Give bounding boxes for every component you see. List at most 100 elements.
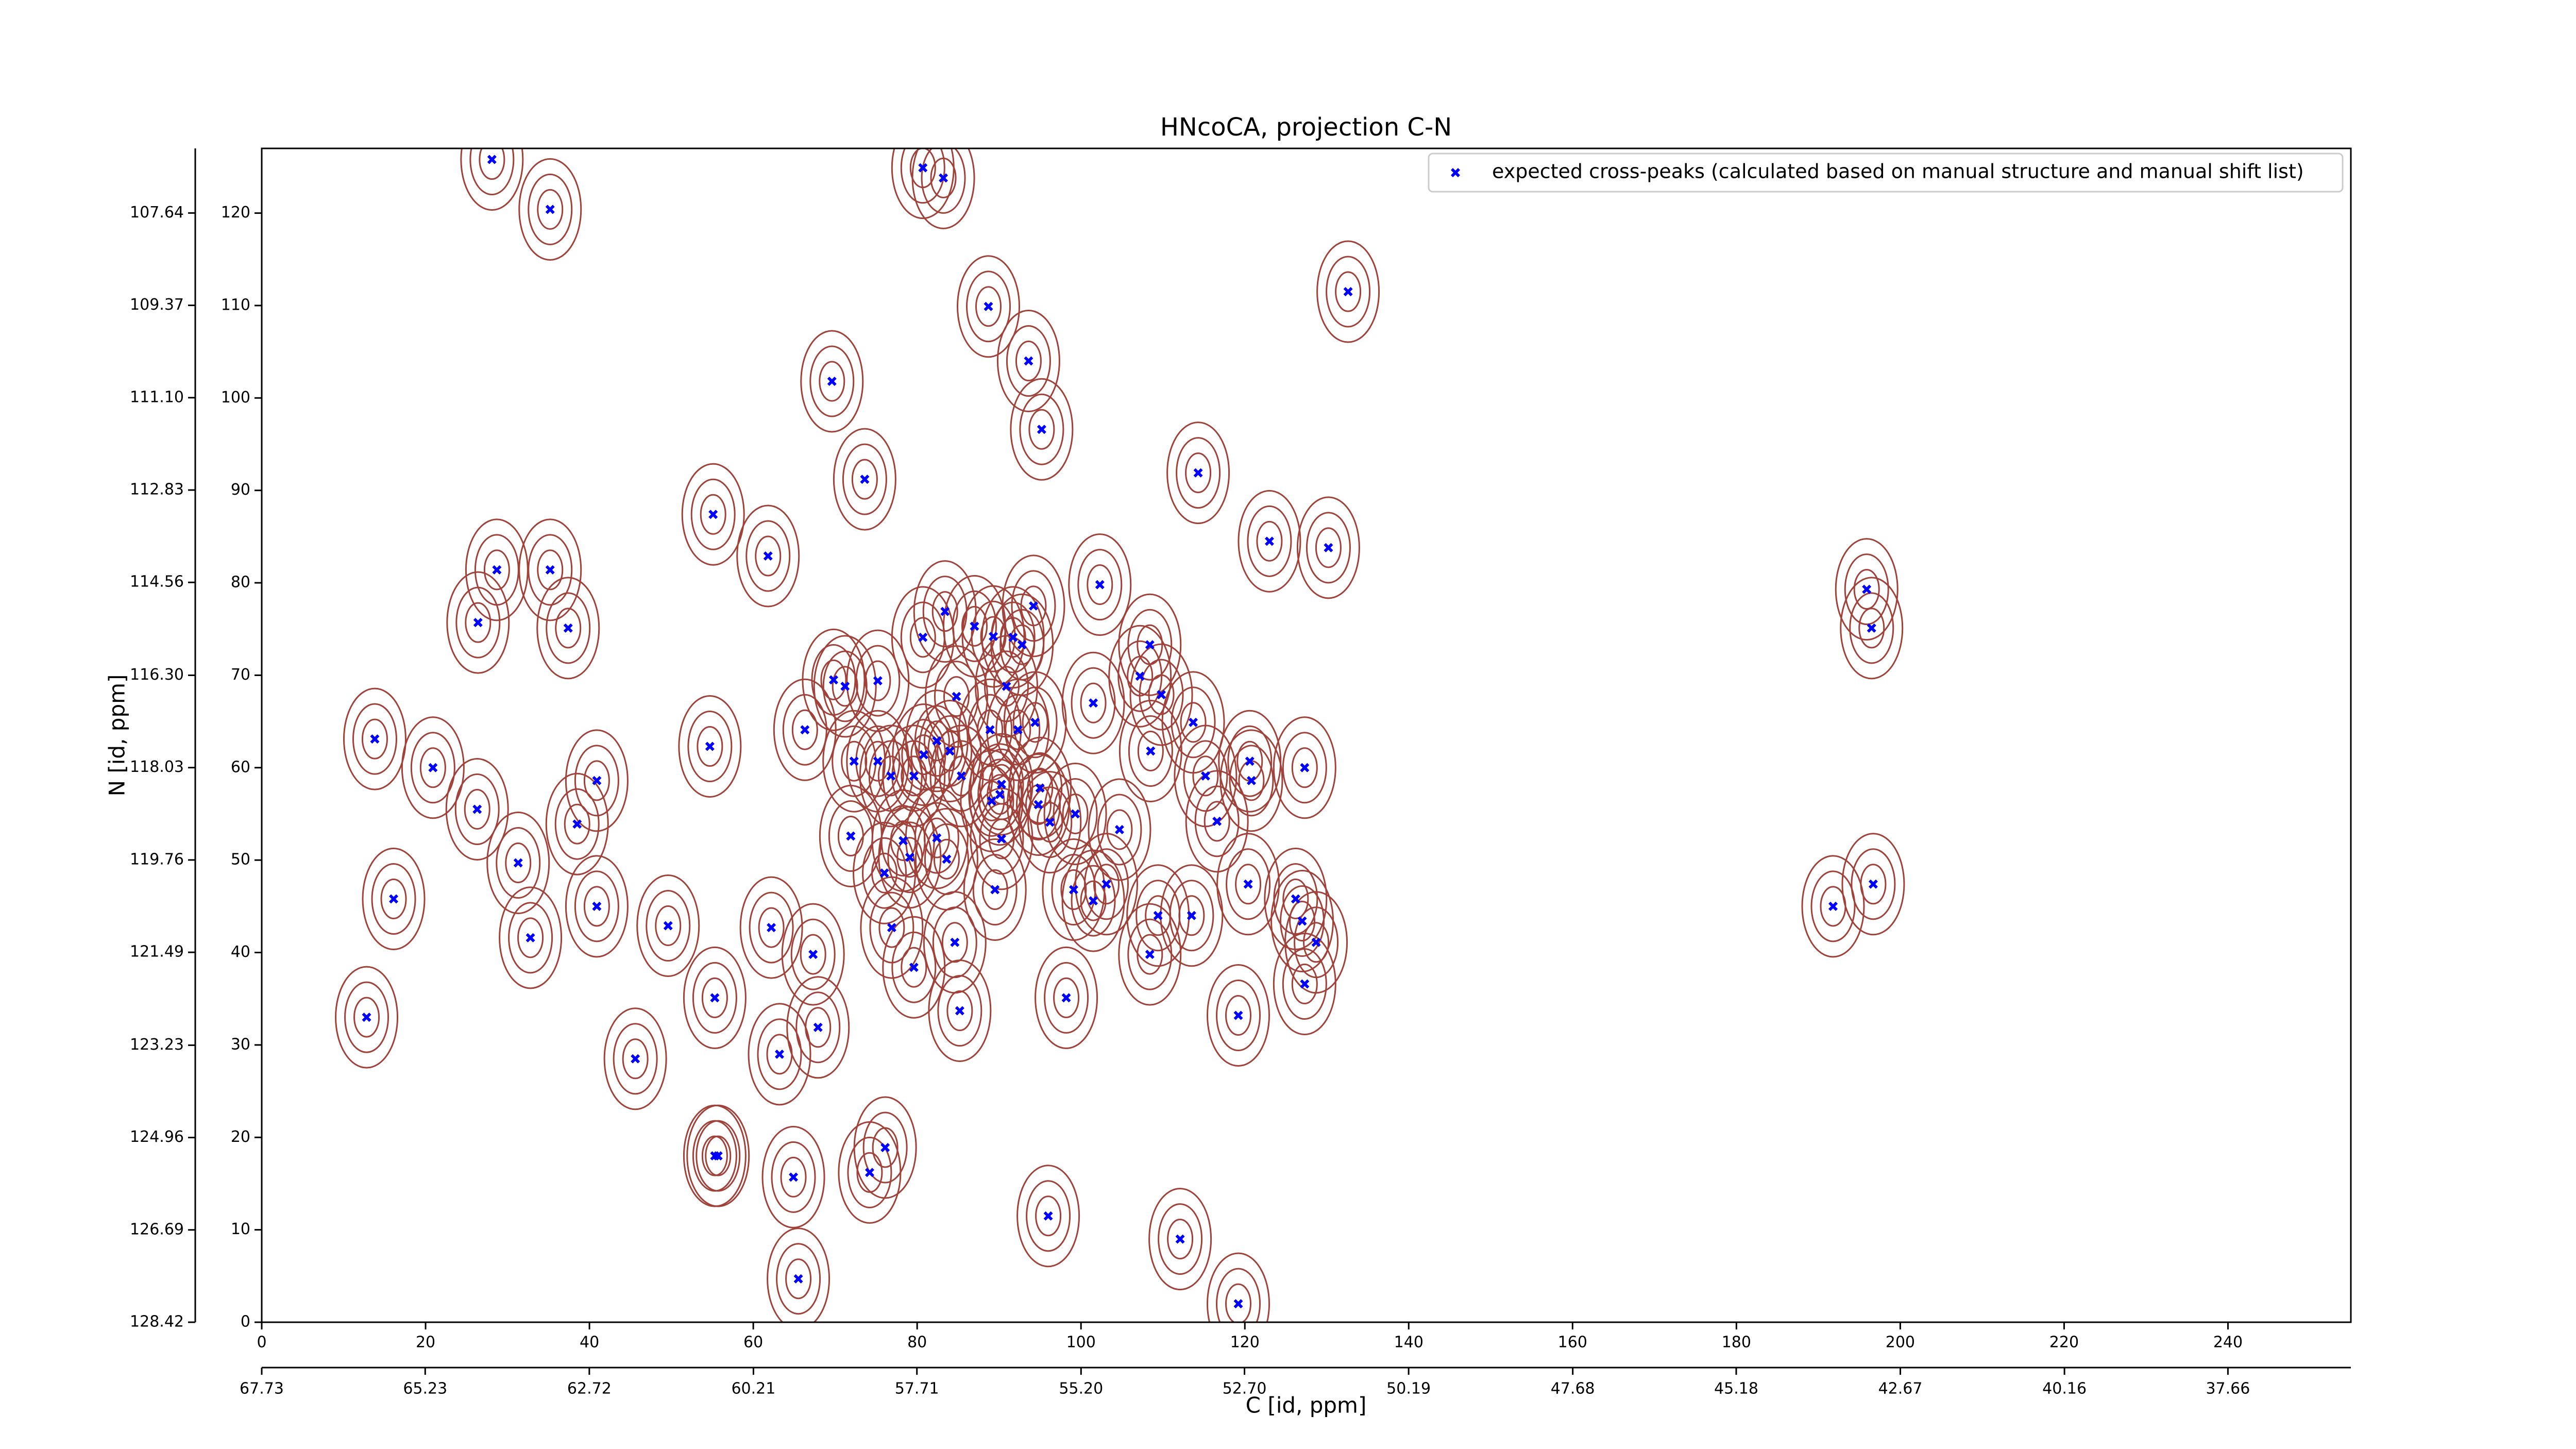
contour	[1068, 533, 1132, 636]
contour	[1010, 378, 1074, 481]
y2-tick-label: 116.30	[130, 666, 184, 684]
contour	[646, 890, 691, 962]
cross-peak	[942, 854, 952, 864]
cross-peak	[1013, 725, 1023, 735]
cross-peak-shape	[1043, 1211, 1053, 1221]
contour	[1062, 793, 1089, 834]
cross-peak-shape	[1868, 879, 1878, 889]
cross-peak-shape	[813, 1022, 823, 1032]
cross-peak	[1187, 911, 1196, 920]
cross-peak-shape	[1146, 746, 1156, 756]
x2-tick-label: 67.73	[240, 1380, 284, 1398]
contour	[929, 724, 993, 828]
cross-peak	[710, 993, 720, 1003]
contour	[1291, 964, 1318, 1005]
contour	[465, 602, 492, 643]
cross-peak	[970, 621, 979, 631]
cross-peak	[1045, 817, 1055, 827]
contour	[555, 608, 582, 649]
cross-peak-shape	[1311, 937, 1321, 947]
contour	[352, 703, 397, 775]
cross-peak-shape	[1264, 536, 1274, 546]
contour	[546, 592, 591, 664]
contour	[517, 917, 544, 958]
contour	[1860, 864, 1887, 905]
cross-peak	[887, 923, 896, 933]
contour	[545, 772, 609, 875]
contour	[943, 676, 970, 717]
contour	[932, 906, 977, 979]
cross-peak-shape	[389, 894, 399, 904]
y2-tick-label: 112.83	[130, 480, 184, 498]
cross-peak-shape	[873, 756, 883, 766]
cross-peak-shape	[1035, 783, 1045, 793]
x-tick-label: 240	[2213, 1334, 2243, 1352]
cross-peak	[775, 1049, 785, 1059]
contour	[871, 852, 898, 894]
cross-peak-shape	[1135, 671, 1145, 681]
y-tick-label: 80	[231, 574, 250, 592]
cross-peak-shape	[710, 1151, 720, 1161]
contour	[692, 962, 737, 1034]
contour	[892, 703, 956, 806]
cross-peak-shape	[1212, 816, 1222, 826]
cross-peak	[1157, 690, 1166, 700]
cross-peak	[905, 852, 914, 862]
contour	[479, 148, 505, 180]
cross-peak-shape	[970, 621, 979, 631]
contour	[1303, 922, 1330, 963]
contour	[882, 724, 946, 828]
cross-peak-shape	[1145, 640, 1155, 650]
contour	[1077, 549, 1123, 621]
contour	[1192, 755, 1219, 797]
contour	[1127, 609, 1173, 681]
y-tick-label: 90	[231, 481, 250, 499]
cross-peak-shape	[1200, 771, 1210, 781]
cross-peak	[800, 725, 810, 735]
cross-peak-shape	[840, 681, 850, 691]
contour	[344, 981, 389, 1053]
contour	[927, 715, 973, 787]
contour	[924, 645, 988, 748]
contour	[1127, 918, 1173, 990]
cross-peak-shape	[1037, 425, 1046, 434]
contour	[1219, 729, 1283, 832]
cross-peak-shape	[370, 734, 380, 744]
cross-peak-shape	[545, 565, 555, 575]
contour	[963, 838, 1027, 941]
cross-peak	[789, 1172, 799, 1182]
contour	[1335, 271, 1362, 312]
contour	[1106, 809, 1133, 850]
cross-peak	[918, 632, 928, 642]
contour	[410, 732, 455, 804]
contour	[766, 1034, 793, 1075]
cross-peak	[1868, 879, 1878, 889]
contour	[1043, 762, 1107, 865]
y-tick-label: 30	[231, 1035, 250, 1053]
contour	[1011, 570, 1056, 642]
y-tick-label: 40	[231, 943, 250, 961]
y-axis-label: N [id, ppm]	[105, 675, 130, 797]
cross-peak-shape	[1013, 725, 1023, 735]
contour	[969, 765, 1014, 837]
contour	[353, 997, 380, 1038]
contour	[655, 905, 682, 947]
contour	[785, 1258, 812, 1300]
cross-peak	[1008, 632, 1018, 642]
cross-peak-shape	[1071, 809, 1080, 819]
cross-peak-shape	[793, 1274, 803, 1284]
cross-peak-shape	[990, 885, 1000, 895]
contour	[1117, 640, 1163, 712]
cross-peak-shape	[1045, 817, 1055, 827]
cross-peak	[950, 937, 960, 947]
contour	[970, 733, 1033, 836]
contour	[905, 689, 969, 793]
cross-peak-shape	[808, 950, 818, 959]
contour	[1087, 564, 1113, 605]
contour	[986, 678, 1050, 781]
contour	[1128, 715, 1173, 787]
cross-peak	[545, 205, 555, 214]
contour	[1204, 801, 1230, 842]
contour	[896, 837, 923, 878]
contour	[941, 922, 968, 963]
